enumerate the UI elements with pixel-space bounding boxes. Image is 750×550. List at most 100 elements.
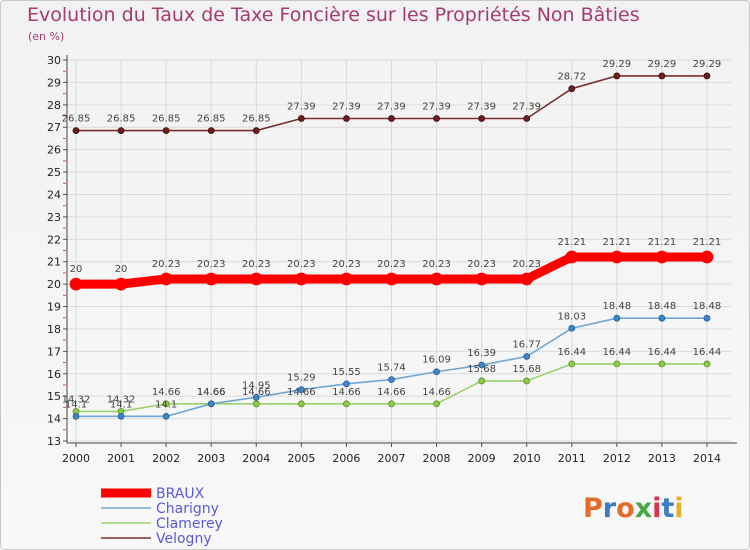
data-label-clamerey: 15.68 [467,364,496,375]
data-label-braux: 20 [70,264,83,275]
data-point-braux [430,272,443,286]
data-label-clamerey: 16.44 [648,347,677,358]
data-point-charigny [613,314,621,322]
data-label-velogny: 29.29 [603,59,632,70]
x-tick-label: 2008 [423,452,451,465]
data-point-braux [385,272,398,286]
data-label-braux: 20.23 [377,259,406,270]
x-tick-label: 2004 [242,452,270,465]
y-tick-label: 18 [47,323,61,336]
x-tick-label: 2005 [287,452,315,465]
data-point-velogny [433,115,440,122]
data-point-clamerey [478,377,486,385]
x-tick-label: 2011 [558,452,586,465]
data-point-charigny [568,324,576,332]
y-tick-label: 20 [47,278,61,291]
data-point-charigny [343,380,350,388]
chart-title: Evolution du Taux de Taxe Foncière sur l… [27,4,640,26]
data-point-braux [340,272,353,286]
data-label-velogny: 27.39 [467,101,496,112]
data-point-charigny [207,400,215,408]
data-label-clamerey: 16.44 [557,347,586,358]
data-label-charigny: 16.77 [512,340,541,351]
data-point-velogny [343,115,350,122]
data-label-velogny: 26.85 [107,114,136,125]
data-point-velogny [523,115,531,122]
legend-item: BRAUX [156,486,205,502]
y-tick-label: 13 [47,435,61,448]
y-tick-label: 29 [47,76,61,89]
data-point-clamerey [343,400,350,408]
data-label-clamerey: 14.66 [422,387,451,398]
data-point-charigny [433,368,440,376]
data-point-braux [69,277,83,291]
data-point-braux [655,250,669,264]
y-tick-label: 21 [47,256,61,269]
data-label-velogny: 26.85 [152,114,181,125]
data-label-clamerey: 14.66 [197,387,226,398]
data-label-charigny: 18.03 [557,311,586,322]
proxiti-logo: Proxiti [583,493,684,524]
data-label-charigny: 15.74 [377,363,406,374]
data-point-clamerey [388,400,395,408]
data-label-charigny: 18.48 [648,301,677,312]
data-label-braux: 20.23 [332,259,361,270]
data-point-braux [475,272,489,286]
x-tick-label: 2003 [197,452,225,465]
y-tick-label: 30 [47,54,61,67]
data-point-braux [204,272,218,286]
data-point-clamerey [703,360,711,368]
data-point-velogny [658,72,666,80]
data-point-clamerey [613,360,621,368]
y-tick-label: 25 [47,166,61,179]
data-point-charigny [658,314,666,322]
data-point-charigny [478,361,486,369]
data-point-velogny [568,85,576,93]
data-point-braux [700,250,714,264]
data-label-charigny: 18.48 [693,301,722,312]
data-point-clamerey [658,360,666,368]
data-label-clamerey: 14.66 [287,387,316,398]
x-tick-label: 2013 [648,452,676,465]
chart-subtitle: (en %) [28,30,65,43]
data-label-velogny: 27.39 [377,101,406,112]
legend-item: Charigny [156,501,219,517]
y-tick-label: 14 [47,413,61,426]
data-point-charigny [252,393,260,401]
data-label-clamerey: 14.66 [377,387,406,398]
x-tick-label: 2006 [332,452,360,465]
data-label-charigny: 16.39 [467,348,496,359]
data-label-clamerey: 14.66 [242,387,271,398]
data-point-braux [294,272,308,286]
data-label-velogny: 27.39 [287,101,316,112]
data-point-braux [114,277,128,291]
y-tick-label: 27 [47,121,61,134]
data-label-charigny: 14.1 [65,399,87,410]
data-point-clamerey [568,360,576,368]
y-tick-label: 26 [47,144,61,157]
data-label-braux: 21.21 [648,237,677,248]
data-point-clamerey [433,400,440,408]
data-label-charigny: 18.48 [603,301,632,312]
data-label-charigny: 14.1 [110,399,132,410]
data-point-charigny [523,353,531,360]
y-tick-label: 19 [47,301,61,314]
data-point-clamerey [297,400,305,408]
y-tick-label: 23 [47,211,61,224]
data-label-braux: 21.21 [557,237,586,248]
data-point-braux [249,272,263,286]
x-tick-label: 2009 [468,452,496,465]
data-label-braux: 20.23 [197,259,226,270]
data-label-charigny: 15.55 [332,367,361,378]
data-point-velogny [478,115,486,122]
data-point-charigny [162,412,170,420]
data-label-braux: 20.23 [152,259,181,270]
data-label-velogny: 27.39 [512,101,541,112]
data-label-velogny: 27.39 [332,101,361,112]
data-label-velogny: 26.85 [242,114,271,125]
y-tick-label: 24 [47,188,61,201]
x-tick-label: 2012 [603,452,631,465]
data-point-charigny [703,314,711,322]
